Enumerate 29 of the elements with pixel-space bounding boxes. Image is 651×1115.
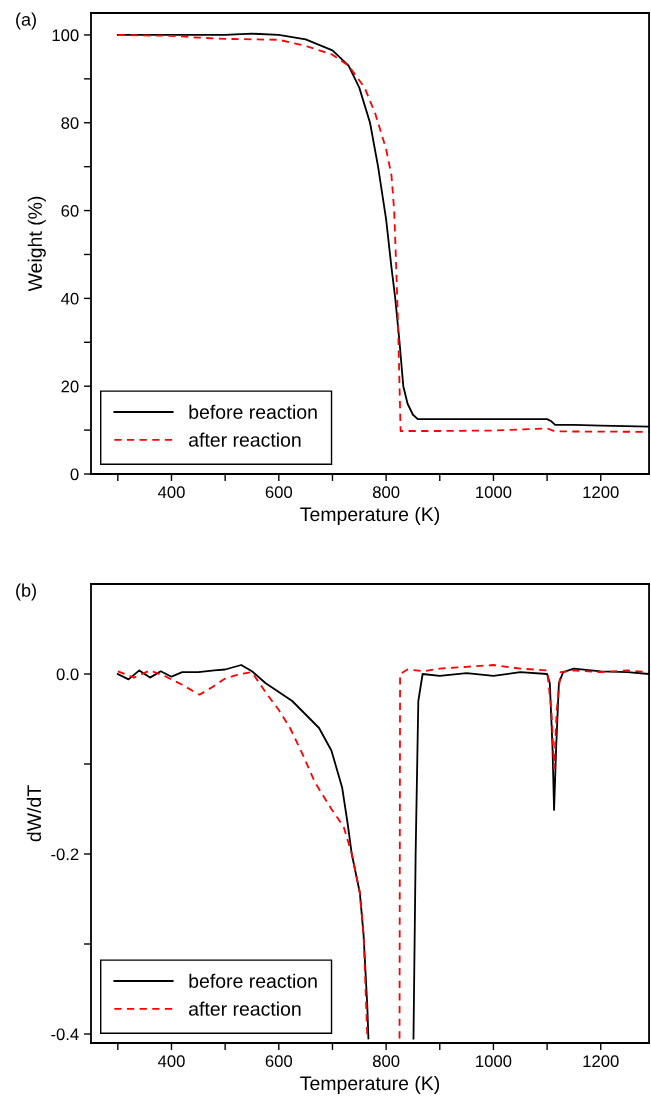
y-tick-label: 0 — [70, 468, 79, 481]
y-tick-label: -0.4 — [51, 1028, 79, 1041]
legend-label: after reaction — [189, 1001, 301, 1016]
x-tick-label: 1200 — [583, 486, 619, 499]
x-tick-label: 800 — [372, 1055, 400, 1068]
legend-label: before reaction — [189, 973, 317, 988]
x-tick-label: 1000 — [476, 1055, 512, 1068]
y-tick-label: -0.2 — [51, 848, 79, 861]
text: (b) — [16, 583, 36, 601]
text: (a) — [16, 12, 36, 30]
y-tick-label: 0.0 — [56, 668, 79, 681]
x-tick-label: 800 — [372, 486, 400, 499]
legend-label: before reaction — [189, 404, 317, 419]
y-tick-label: 20 — [61, 380, 79, 393]
y-axis-title: Weight (%) — [27, 196, 46, 292]
x-tick-label: 600 — [265, 1055, 293, 1068]
x-tick-label: 400 — [157, 486, 185, 499]
x-tick-label: 600 — [265, 486, 293, 499]
x-axis-title: Temperature (K) — [300, 506, 440, 526]
y-tick-label: 60 — [61, 204, 79, 217]
x-tick-label: 1200 — [583, 1055, 619, 1068]
y-tick-label: 80 — [61, 117, 79, 129]
y-tick-label: 40 — [61, 292, 79, 305]
legend-label: after reaction — [189, 432, 301, 447]
x-tick-label: 1000 — [476, 486, 512, 499]
x-tick-label: 400 — [157, 1055, 185, 1068]
x-axis-title: Temperature (K) — [300, 1075, 440, 1095]
y-axis-title: dW/dT — [26, 785, 42, 842]
y-tick-label: 100 — [52, 29, 79, 42]
